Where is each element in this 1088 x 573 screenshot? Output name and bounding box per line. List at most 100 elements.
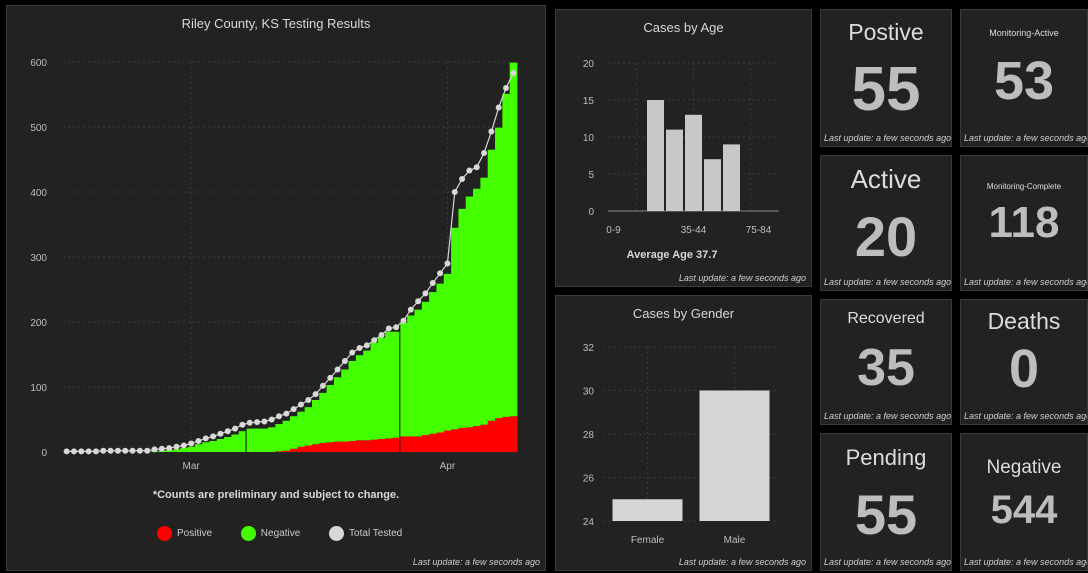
- total-tested-point: [224, 428, 231, 435]
- average-age-caption: Average Age 37.7: [626, 249, 718, 261]
- gender-bar-female: [612, 499, 683, 521]
- total-tested-point: [268, 416, 275, 423]
- pending-last-update: Last update: a few seconds ago: [824, 557, 952, 567]
- negative-step: [341, 369, 349, 442]
- testing-last-update: Last update: a few seconds ago: [412, 557, 540, 567]
- total-tested-point: [312, 391, 319, 398]
- total-tested-point: [488, 128, 495, 135]
- total-tested-point: [385, 325, 392, 332]
- positive-step: [465, 427, 474, 452]
- negative-step: [268, 427, 276, 452]
- total-tested-point: [173, 443, 180, 450]
- negative-step: [172, 449, 181, 452]
- total-tested-point: [254, 419, 261, 426]
- positive-step: [385, 438, 393, 452]
- deaths-indicator[interactable]: Deaths 0 Last update: a few seconds ago: [960, 299, 1088, 425]
- legend-item-positive[interactable]: Positive: [157, 526, 212, 541]
- total-tested-point: [70, 448, 77, 455]
- negative-step: [480, 177, 489, 425]
- total-tested-point: [246, 419, 253, 426]
- age-bar: [647, 100, 664, 211]
- total-tested-point: [297, 401, 304, 408]
- negative-step: [473, 188, 481, 426]
- y-tick-label: 28: [583, 430, 595, 441]
- testing-results-chart[interactable]: 0 100 200 300 400 500 600 Mar Apr: [7, 6, 546, 476]
- positive-step: [304, 445, 313, 452]
- total-tested-point: [217, 430, 224, 437]
- recovered-last-update: Last update: a few seconds ago: [824, 411, 952, 421]
- cases-by-gender-chart[interactable]: 24 26 28 30 32 Female Male: [556, 296, 812, 556]
- negative-step: [290, 416, 298, 449]
- positive-step: [458, 427, 467, 452]
- y-tick-label: 30: [583, 387, 595, 398]
- total-tested-point: [429, 280, 436, 286]
- negative-step: [363, 350, 371, 441]
- pending-indicator[interactable]: Pending 55 Last update: a few seconds ag…: [820, 433, 952, 571]
- legend-item-negative[interactable]: Negative: [240, 526, 301, 541]
- negative-step: [348, 361, 357, 441]
- active-indicator[interactable]: Active 20 Last update: a few seconds ago: [820, 155, 952, 291]
- y-tick-label: 24: [583, 517, 595, 528]
- active-value: 20: [854, 205, 918, 268]
- recovered-indicator[interactable]: Recovered 35 Last update: a few seconds …: [820, 299, 952, 425]
- y-tick-label: 10: [583, 133, 595, 144]
- age-bar: [685, 114, 702, 211]
- negative-title: Negative: [986, 457, 1062, 478]
- negative-step: [399, 322, 408, 437]
- y-tick-label: 0: [41, 448, 47, 459]
- monitoring-complete-last-update: Last update: a few seconds ago: [964, 277, 1088, 287]
- cases-by-gender-panel: Cases by Gender 24 26 28 30 32 Female Male Las…: [555, 295, 812, 571]
- monitoring-complete-indicator[interactable]: Monitoring-Complete 118 Last update: a f…: [960, 155, 1088, 291]
- negative-step: [495, 127, 503, 419]
- x-tick-label: 35-44: [681, 225, 707, 236]
- positive-step: [363, 440, 371, 452]
- negative-indicator[interactable]: Negative 544 Last update: a few seconds …: [960, 433, 1088, 571]
- positive-value: 55: [851, 55, 921, 124]
- negative-step: [209, 440, 218, 452]
- total-tested-point: [378, 332, 385, 338]
- cases-by-age-chart[interactable]: 0 5 10 15 20 0-9 35-44 75-84: [556, 10, 812, 250]
- negative-step: [451, 227, 459, 430]
- total-tested-point: [334, 366, 341, 373]
- legend-item-total-tested[interactable]: Total Tested: [329, 526, 402, 541]
- negative-step: [238, 431, 247, 452]
- positive-last-update: Last update: a few seconds ago: [824, 133, 952, 143]
- total-tested-point: [283, 410, 290, 417]
- positive-step: [487, 420, 496, 452]
- negative-step: [260, 428, 269, 452]
- positive-step: [429, 433, 437, 452]
- total-tested-point: [319, 382, 326, 389]
- y-tick-label: 100: [30, 383, 47, 394]
- negative-step: [407, 315, 415, 437]
- negative-step: [443, 273, 452, 431]
- y-tick-label: 500: [30, 123, 47, 134]
- total-tested-point: [232, 425, 239, 432]
- negative-step: [231, 434, 240, 452]
- positive-step: [290, 448, 298, 452]
- total-tested-point: [356, 345, 363, 351]
- positive-step: [392, 437, 401, 452]
- total-tested-point: [393, 324, 400, 331]
- total-tested-point: [510, 70, 517, 77]
- total-tested-point: [239, 421, 246, 428]
- y-tick-label: 20: [583, 59, 595, 70]
- legend-swatch-positive: [157, 526, 172, 541]
- positive-step: [355, 440, 364, 452]
- total-tested-point: [188, 440, 195, 447]
- preliminary-note: *Counts are preliminary and subject to c…: [152, 489, 400, 501]
- total-tested-point: [327, 374, 334, 381]
- negative-step: [275, 424, 284, 452]
- negative-value: 544: [990, 488, 1058, 532]
- positive-indicator[interactable]: Postive 55 Last update: a few seconds ag…: [820, 9, 952, 147]
- negative-step: [377, 337, 386, 439]
- y-tick-label: 0: [588, 207, 594, 218]
- total-tested-point: [473, 164, 480, 171]
- gender-chart-title: Cases by Gender: [632, 306, 735, 321]
- deaths-value: 0: [1008, 339, 1040, 399]
- monitoring-active-indicator[interactable]: Monitoring-Active 53 Last update: a few …: [960, 9, 1088, 147]
- total-tested-point: [114, 447, 121, 454]
- cases-by-age-panel: Cases by Age 0 5 10 15 20 0-9 35-44 75-84 Avera…: [555, 9, 812, 287]
- total-tested-point: [158, 445, 165, 452]
- deaths-last-update: Last update: a few seconds ago: [964, 411, 1088, 421]
- legend-label-negative: Negative: [260, 528, 301, 539]
